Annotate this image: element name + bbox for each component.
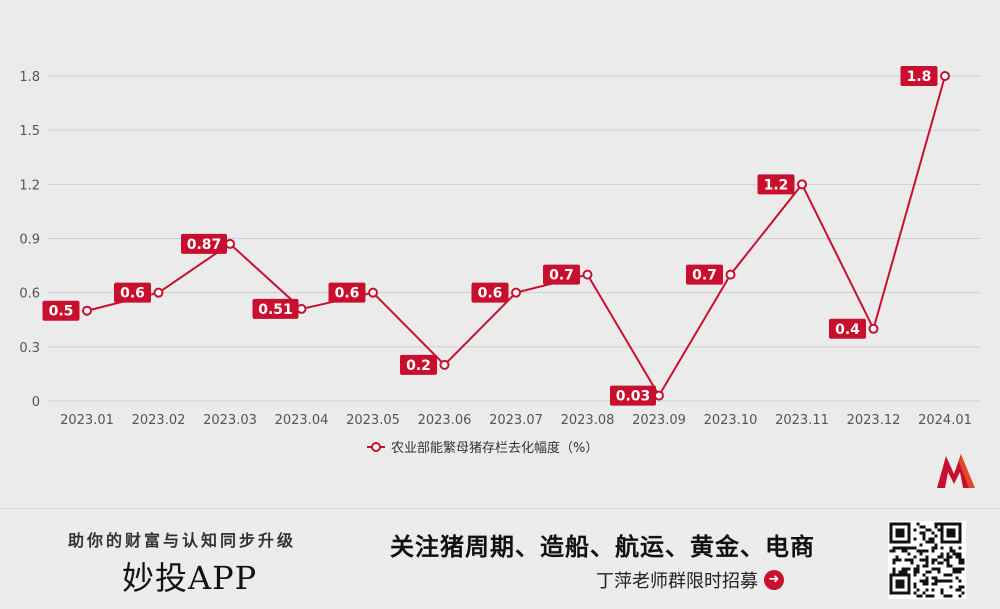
x-tick-label: 2023.02 [132,413,186,428]
data-label-box [900,66,938,86]
data-label-box [252,298,299,319]
x-tick-label: 2023.11 [775,413,829,428]
data-label: 0.03 [610,385,656,406]
data-point [725,269,736,280]
legend-label: 农业部能繁母猪存栏去化幅度（%） [391,440,598,456]
y-tick-label: 0 [32,395,40,410]
recruit-link[interactable]: 丁萍老师群限时招募 ➜ [596,567,784,593]
data-label-text: 0.87 [187,237,222,253]
data-points [82,71,950,401]
data-label-box [686,264,723,285]
data-point [225,238,235,249]
data-label-box [543,264,580,285]
data-point [82,305,92,316]
data-label-box [114,282,151,303]
data-label: 0.51 [252,298,299,319]
data-label: 0.2 [400,354,437,375]
brand-name[interactable]: 妙投APP [122,559,258,597]
x-tick-label: 2023.07 [489,413,543,428]
y-tick-label: 1.8 [19,70,40,85]
data-label-box [42,300,80,321]
brand-logo-icon [937,454,975,488]
qr-code-icon[interactable] [888,521,966,599]
data-label-text: 0.6 [478,286,503,302]
data-label: 0.6 [328,282,366,303]
x-tick-label: 2023.12 [847,413,901,428]
arrow-right-circle-icon: ➜ [764,570,784,590]
data-point [654,390,664,401]
data-label-text: 0.6 [120,286,145,302]
data-label-text: 0.51 [258,302,293,318]
data-label: 1.8 [900,66,938,86]
data-label-text: 0.6 [335,286,360,302]
x-axis-ticks: 2023.01 2023.02 2023.03 2023.04 2023.05 2023.… [60,413,972,428]
slogan-text: 助你的财富与认知同步升级 [68,531,297,550]
data-label: 0.6 [114,282,151,303]
line-chart: 00.30.60.91.21.51.8 2023.01 2023.02 2023.0… [19,66,980,456]
data-point [940,71,950,81]
promo-banner: 助你的财富与认知同步升级 妙投APP 关注猪周期、造船、航运、黄金、电商 丁萍老… [0,508,1000,609]
data-label-text: 0.7 [549,268,574,284]
data-label-text: 0.7 [692,268,717,284]
data-label: 0.87 [181,233,227,254]
x-tick-label: 2023.06 [418,413,472,428]
x-tick-label: 2023.01 [60,413,114,428]
x-tick-label: 2023.10 [704,413,758,428]
x-tick-label: 2023.09 [632,413,686,428]
data-labels: 0.5 0.6 0.87 0.51 0.6 0.2 0.6 0.7 0.03 0.7 1.2 0.4 1… [42,66,938,406]
data-label: 0.7 [543,264,580,285]
y-tick-label: 0.6 [19,287,40,302]
x-tick-label: 2023.03 [203,413,257,428]
data-label-text: 1.2 [764,177,789,193]
data-label: 1.2 [757,174,795,195]
recruit-text: 丁萍老师群限时招募 [596,571,758,592]
data-point [153,287,164,298]
data-label: 0.5 [42,300,80,321]
x-tick-label: 2024.01 [918,413,972,428]
data-point [582,269,593,280]
headline-text: 关注猪周期、造船、航运、黄金、电商 [390,533,815,561]
data-label-text: 0.5 [49,304,74,320]
legend: 农业部能繁母猪存栏去化幅度（%） [367,440,598,456]
x-tick-label: 2023.05 [346,413,400,428]
data-point [368,287,378,298]
y-tick-label: 1.2 [19,178,40,193]
data-label-box [829,318,866,339]
data-point [868,323,879,334]
data-label-box [181,233,227,254]
data-label: 0.7 [686,264,723,285]
data-label: 0.4 [829,318,866,339]
data-label-box [328,282,366,303]
data-label-text: 0.2 [406,358,431,374]
data-point [797,179,807,190]
data-label-box [400,354,437,375]
data-point [296,303,307,314]
data-point [511,287,521,298]
data-label-box [757,174,795,195]
legend-marker [371,442,381,452]
data-label-box [610,385,656,406]
data-label-box [471,282,509,303]
data-point [439,359,450,370]
data-label-text: 1.8 [907,69,932,85]
x-tick-label: 2023.04 [275,413,329,428]
y-tick-label: 0.9 [19,233,40,248]
y-tick-label: 1.5 [19,124,40,139]
y-axis-ticks: 0 0.3 0.6 0.9 1.2 1.5 1.8 [19,70,40,410]
y-tick-label: 0.3 [19,341,40,356]
data-label-text: 0.03 [616,389,651,405]
data-label-text: 0.4 [835,322,860,338]
x-tick-label: 2023.08 [561,413,615,428]
data-label: 0.6 [471,282,509,303]
